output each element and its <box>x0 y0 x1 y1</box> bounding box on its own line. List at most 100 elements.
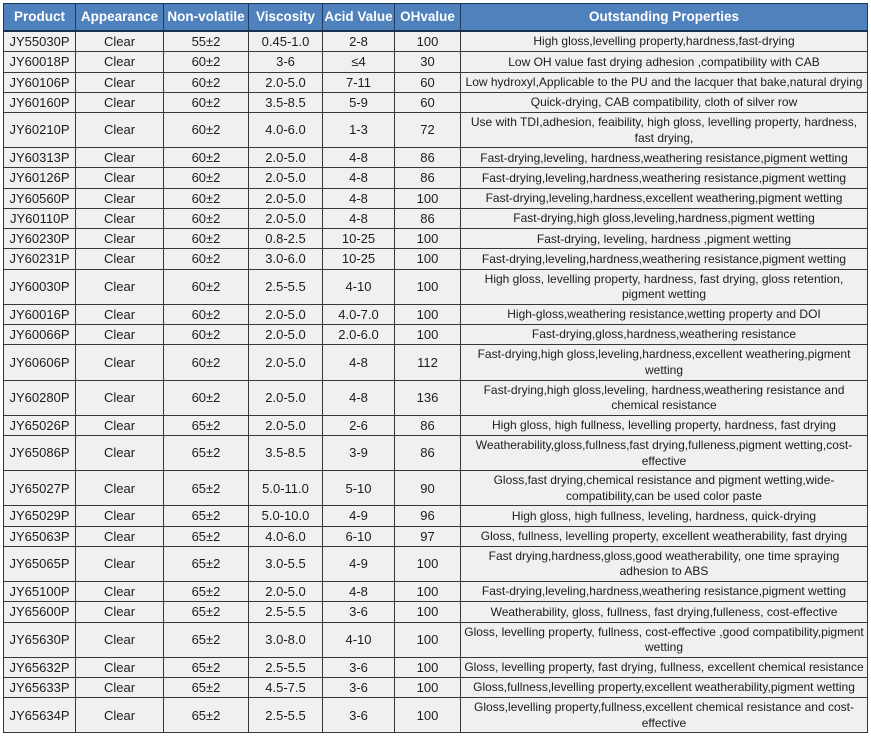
cell-oh-value: 100 <box>394 621 461 658</box>
col-header-acid-value: Acid Value <box>322 3 395 32</box>
cell-product: JY65063P <box>3 525 76 547</box>
cell-non-volatile: 60±2 <box>163 207 249 230</box>
cell-non-volatile: 65±2 <box>163 525 249 547</box>
cell-acid-value: 2.0-6.0 <box>322 324 395 346</box>
cell-appearance: Clear <box>75 581 164 603</box>
cell-viscosity: 4.0-6.0 <box>248 111 323 149</box>
cell-acid-value: 4-10 <box>322 268 395 305</box>
cell-oh-value: 112 <box>394 344 461 381</box>
cell-product: JY60210P <box>3 111 76 149</box>
cell-product: JY65026P <box>3 414 76 437</box>
cell-oh-value: 100 <box>394 581 461 603</box>
cell-oh-value: 100 <box>394 601 461 623</box>
cell-product: JY60016P <box>3 303 76 326</box>
cell-non-volatile: 65±2 <box>163 656 249 679</box>
col-header-non-volatile: Non-volatile <box>163 3 249 32</box>
cell-product: JY65086P <box>3 434 76 472</box>
cell-viscosity: 5.0-11.0 <box>248 470 323 507</box>
cell-acid-value: 5-9 <box>322 91 395 114</box>
cell-product: JY60313P <box>3 147 76 169</box>
table-row: JY60560P Clear 60±2 2.0-5.0 4-8 100 Fast-dryin… <box>3 187 868 209</box>
cell-non-volatile: 60±2 <box>163 268 249 305</box>
col-header-outstanding-properties: Outstanding Properties <box>460 3 868 32</box>
cell-properties: Fast-drying,gloss,hardness,weathering re… <box>460 324 868 346</box>
cell-appearance: Clear <box>75 207 164 230</box>
cell-viscosity: 2.0-5.0 <box>248 414 323 437</box>
cell-acid-value: 10-25 <box>322 228 395 250</box>
table-row: JY65630P Clear 65±2 3.0-8.0 4-10 100 Gloss, le… <box>3 621 868 658</box>
cell-properties: Weatherability,gloss,fullness,fast dryin… <box>460 434 868 472</box>
table-row: JY65086P Clear 65±2 3.5-8.5 3-9 86 Weatherabil… <box>3 434 868 472</box>
cell-properties: High gloss, levelling property, hardness… <box>460 268 868 305</box>
cell-oh-value: 30 <box>394 51 461 73</box>
cell-oh-value: 60 <box>394 91 461 114</box>
cell-appearance: Clear <box>75 470 164 507</box>
cell-properties: Low OH value fast drying adhesion ,compa… <box>460 51 868 73</box>
cell-viscosity: 2.0-5.0 <box>248 187 323 209</box>
cell-appearance: Clear <box>75 111 164 149</box>
cell-properties: High gloss, high fullness, leveling, har… <box>460 505 868 527</box>
table-row: JY65063P Clear 65±2 4.0-6.0 6-10 97 Gloss, ful… <box>3 525 868 547</box>
cell-product: JY60018P <box>3 51 76 73</box>
cell-viscosity: 4.0-6.0 <box>248 525 323 547</box>
cell-appearance: Clear <box>75 525 164 547</box>
cell-appearance: Clear <box>75 147 164 169</box>
table-row: JY60066P Clear 60±2 2.0-5.0 2.0-6.0 100 Fast-d… <box>3 324 868 346</box>
table-row: JY60016P Clear 60±2 2.0-5.0 4.0-7.0 100 High-g… <box>3 303 868 326</box>
cell-properties: Fast-drying,leveling,hardness,weathering… <box>460 167 868 189</box>
cell-acid-value: 4-9 <box>322 505 395 527</box>
cell-appearance: Clear <box>75 505 164 527</box>
cell-acid-value: 4-8 <box>322 379 395 416</box>
cell-properties: Gloss,levelling property,fullness,excell… <box>460 697 868 734</box>
cell-oh-value: 100 <box>394 228 461 250</box>
cell-appearance: Clear <box>75 268 164 305</box>
cell-non-volatile: 65±2 <box>163 676 249 699</box>
cell-properties: Gloss, fullness, levelling property, exc… <box>460 525 868 547</box>
cell-appearance: Clear <box>75 30 164 53</box>
cell-non-volatile: 65±2 <box>163 621 249 658</box>
cell-appearance: Clear <box>75 601 164 623</box>
cell-oh-value: 86 <box>394 207 461 230</box>
cell-properties: Fast-drying,leveling, hardness,weatherin… <box>460 147 868 169</box>
cell-acid-value: 4.0-7.0 <box>322 303 395 326</box>
cell-non-volatile: 60±2 <box>163 91 249 114</box>
cell-product: JY65027P <box>3 470 76 507</box>
cell-non-volatile: 60±2 <box>163 147 249 169</box>
cell-product: JY60280P <box>3 379 76 416</box>
cell-non-volatile: 55±2 <box>163 30 249 53</box>
cell-viscosity: 0.8-2.5 <box>248 228 323 250</box>
cell-properties: Low hydroxyl,Applicable to the PU and th… <box>460 71 868 93</box>
cell-product: JY60606P <box>3 344 76 381</box>
cell-appearance: Clear <box>75 71 164 93</box>
cell-acid-value: 3-6 <box>322 697 395 734</box>
cell-viscosity: 3.0-5.5 <box>248 545 323 583</box>
cell-oh-value: 100 <box>394 545 461 583</box>
cell-viscosity: 2.0-5.0 <box>248 71 323 93</box>
cell-viscosity: 3.5-8.5 <box>248 434 323 472</box>
cell-product: JY60160P <box>3 91 76 114</box>
table-row: JY60280P Clear 60±2 2.0-5.0 4-8 136 Fast-dryin… <box>3 379 868 416</box>
cell-appearance: Clear <box>75 434 164 472</box>
cell-product: JY60560P <box>3 187 76 209</box>
cell-viscosity: 2.0-5.0 <box>248 581 323 603</box>
cell-non-volatile: 60±2 <box>163 167 249 189</box>
cell-non-volatile: 60±2 <box>163 111 249 149</box>
cell-non-volatile: 65±2 <box>163 434 249 472</box>
cell-product: JY60066P <box>3 324 76 346</box>
cell-properties: Gloss, levelling property, fast drying, … <box>460 656 868 679</box>
col-header-oh-value: OHvalue <box>394 3 461 32</box>
cell-acid-value: 4-8 <box>322 187 395 209</box>
cell-appearance: Clear <box>75 656 164 679</box>
cell-product: JY65029P <box>3 505 76 527</box>
cell-acid-value: ≤4 <box>322 51 395 73</box>
cell-oh-value: 86 <box>394 434 461 472</box>
table-row: JY65027P Clear 65±2 5.0-11.0 5-10 90 Gloss,fas… <box>3 470 868 507</box>
cell-appearance: Clear <box>75 324 164 346</box>
table-row: JY65026P Clear 65±2 2.0-5.0 2-6 86 High gloss,… <box>3 414 868 437</box>
cell-acid-value: 1-3 <box>322 111 395 149</box>
table-row: JY60110P Clear 60±2 2.0-5.0 4-8 86 Fast-drying… <box>3 207 868 230</box>
cell-acid-value: 2-6 <box>322 414 395 437</box>
cell-oh-value: 100 <box>394 248 461 270</box>
cell-non-volatile: 60±2 <box>163 344 249 381</box>
table-row: JY60106P Clear 60±2 2.0-5.0 7-11 60 Low hydrox… <box>3 71 868 93</box>
